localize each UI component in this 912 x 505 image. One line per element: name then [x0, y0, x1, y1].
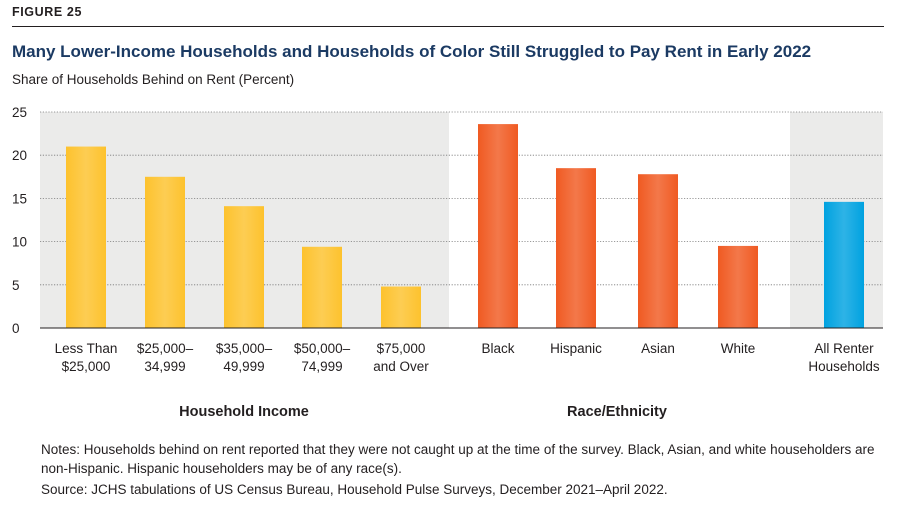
x-tick-label: $75,000: [377, 341, 426, 356]
x-tick-label: Households: [808, 359, 880, 374]
x-tick-label: $25,000–: [137, 341, 194, 356]
bar: [556, 168, 596, 328]
group-label: Race/Ethnicity: [567, 404, 667, 420]
x-tick-label: and Over: [373, 359, 429, 374]
x-tick-label: $25,000: [62, 359, 111, 374]
bar: [66, 146, 106, 328]
bar: [718, 245, 758, 328]
x-tick-label: All Renter: [814, 341, 874, 356]
x-tick-label: $35,000–: [216, 341, 273, 356]
y-tick-label: 20: [12, 148, 27, 163]
x-tick-label: 49,999: [223, 359, 264, 374]
source: Source: JCHS tabulations of US Census Bu…: [41, 482, 668, 497]
bar: [381, 286, 421, 328]
top-rule: [12, 26, 884, 27]
figure-label: FIGURE 25: [12, 5, 82, 19]
notes: Notes: Households behind on rent reporte…: [41, 442, 875, 476]
bar: [145, 176, 185, 328]
x-tick-label: 74,999: [301, 359, 342, 374]
y-tick-label: 0: [12, 321, 20, 336]
group-label: Household Income: [179, 404, 309, 420]
x-tick-label: 34,999: [144, 359, 185, 374]
x-tick-label: $50,000–: [294, 341, 351, 356]
chart-title: Many Lower-Income Households and Househo…: [12, 42, 812, 61]
x-tick-label: White: [721, 341, 756, 356]
bar: [638, 174, 678, 328]
bar: [478, 124, 518, 328]
chart-subtitle: Share of Households Behind on Rent (Perc…: [12, 72, 295, 87]
bar-chart: 0 5 10 15 20 25 Less Than $25,000 $25,000– 34,999…: [12, 105, 883, 420]
bar: [824, 201, 864, 328]
y-tick-label: 5: [12, 278, 20, 293]
bar: [224, 206, 264, 328]
x-tick-label: Hispanic: [550, 341, 602, 356]
x-tick-label: Asian: [641, 341, 675, 356]
x-tick-label: Less Than: [55, 341, 118, 356]
y-tick-label: 25: [12, 105, 27, 120]
y-tick-label: 10: [12, 235, 27, 250]
y-tick-label: 15: [12, 191, 27, 206]
bar: [302, 246, 342, 328]
x-tick-label: Black: [481, 341, 514, 356]
